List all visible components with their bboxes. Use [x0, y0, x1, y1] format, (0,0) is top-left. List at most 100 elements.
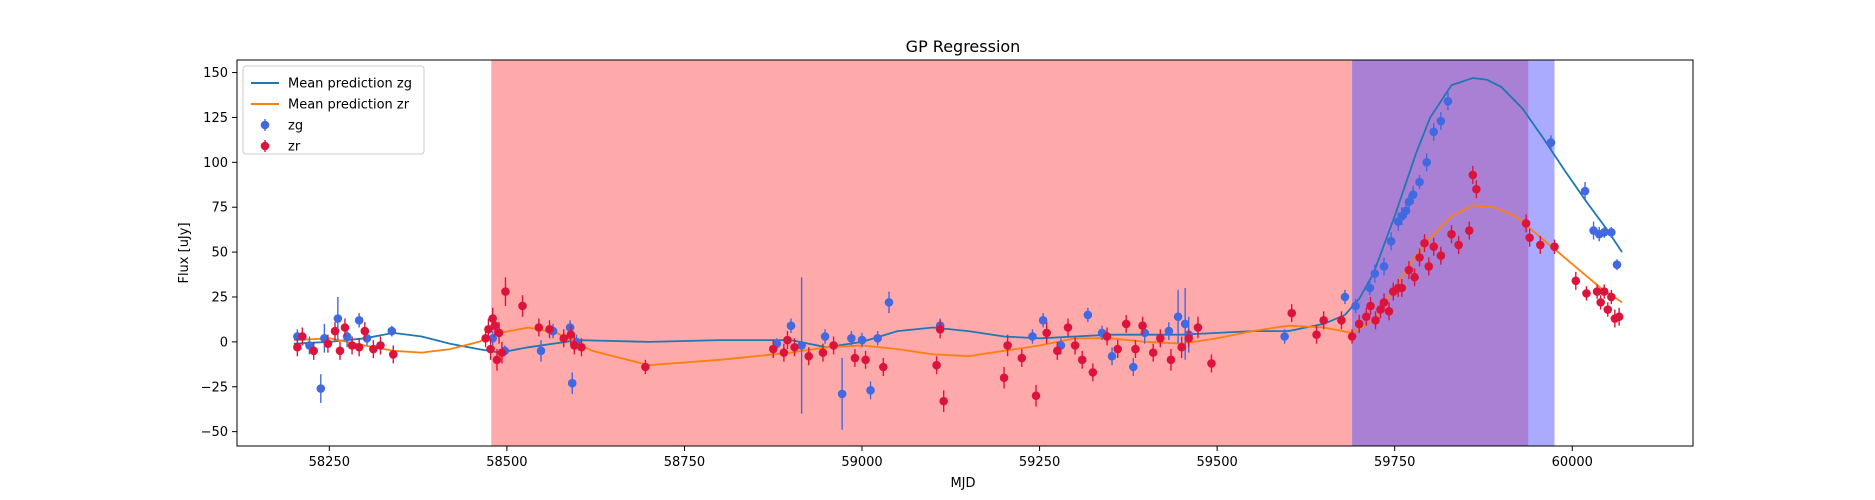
plot-area: [293, 60, 1624, 446]
point-zr-48: [1053, 346, 1062, 356]
point-zg-18: [797, 341, 806, 350]
point-zg-13: [565, 323, 575, 332]
point-zg-51: [1415, 177, 1424, 187]
legend-box: [242, 65, 425, 155]
point-zr-92: [1521, 219, 1531, 228]
point-zr-60: [1166, 355, 1176, 365]
point-zr-49: [1063, 323, 1073, 332]
point-zr-58: [1148, 348, 1158, 357]
point-zg-57: [1580, 186, 1590, 196]
point-zr-38: [861, 355, 870, 365]
x-tick-label-1: 58500: [486, 455, 527, 470]
point-zr-52: [1088, 368, 1098, 377]
point-zg-11: [536, 346, 546, 356]
point-zr-88: [1454, 240, 1463, 250]
point-zr-51: [1077, 355, 1087, 365]
y-tick-label-3: 25: [211, 290, 228, 305]
point-zr-7: [347, 341, 357, 350]
point-zr-19: [494, 328, 504, 338]
point-zr-61: [1177, 342, 1186, 352]
point-zr-8: [354, 342, 364, 352]
point-zg-61: [1607, 228, 1616, 237]
point-zg-2: [316, 384, 326, 393]
point-zr-57: [1138, 321, 1147, 331]
legend-label-3: zr: [288, 140, 301, 155]
point-zg-45: [1386, 237, 1396, 246]
point-zr-93: [1525, 233, 1534, 243]
point-zr-23: [534, 323, 544, 332]
point-zg-40: [1340, 292, 1350, 302]
point-zr-39: [879, 362, 888, 372]
point-zg-30: [1083, 310, 1093, 320]
point-zr-90: [1468, 170, 1478, 180]
point-zr-42: [939, 396, 948, 406]
y-tick-label-4: 50: [211, 246, 228, 261]
point-zr-86: [1436, 251, 1446, 260]
point-zr-65: [1287, 308, 1297, 318]
point-zr-72: [1366, 301, 1375, 311]
point-zg-44: [1379, 262, 1389, 271]
point-zr-98: [1592, 287, 1602, 296]
point-zr-62: [1184, 333, 1194, 343]
point-zr-37: [850, 353, 860, 363]
point-zg-37: [1180, 319, 1190, 329]
point-zr-2: [309, 346, 319, 356]
point-zg-24: [873, 333, 882, 343]
x-tick-label-6: 59750: [1374, 455, 1415, 470]
point-zr-44: [1003, 341, 1012, 350]
point-zg-4: [333, 314, 343, 323]
point-zr-101: [1603, 305, 1613, 314]
point-zg-41: [1351, 301, 1360, 311]
shaded-region-blue-2: [1352, 60, 1555, 446]
point-zr-26: [566, 330, 576, 339]
y-tick-label-2: 0: [220, 335, 228, 350]
point-zr-3: [323, 339, 333, 348]
point-zg-36: [1173, 312, 1183, 322]
point-zr-87: [1447, 229, 1456, 239]
point-zr-67: [1319, 316, 1328, 325]
point-zg-8: [387, 326, 397, 336]
point-zg-28: [1038, 316, 1048, 325]
point-zr-104: [1614, 312, 1624, 322]
point-zr-73: [1371, 316, 1380, 325]
point-zr-25: [559, 333, 569, 343]
point-zr-99: [1596, 298, 1605, 307]
point-zr-59: [1156, 333, 1165, 343]
point-zr-35: [818, 348, 828, 357]
point-zr-64: [1207, 359, 1216, 368]
point-zr-81: [1410, 272, 1419, 282]
point-zr-95: [1550, 242, 1559, 252]
point-zr-80: [1404, 265, 1414, 275]
axes-frame: [236, 59, 1694, 447]
point-zg-62: [1612, 260, 1622, 269]
point-zr-91: [1472, 184, 1481, 194]
point-zr-63: [1193, 323, 1203, 332]
point-zg-50: [1408, 190, 1418, 199]
point-zg-21: [847, 333, 856, 343]
y-tick-label-7: 125: [203, 111, 228, 126]
point-zr-6: [340, 323, 350, 332]
y-tick-label-1: −25: [201, 380, 228, 395]
point-zr-50: [1070, 341, 1080, 350]
point-zr-75: [1379, 298, 1389, 307]
point-zr-76: [1384, 307, 1394, 316]
point-zr-94: [1535, 240, 1545, 250]
point-zr-33: [790, 342, 799, 352]
point-zr-45: [1017, 353, 1027, 363]
point-zr-21: [501, 287, 510, 296]
point-zr-28: [577, 342, 586, 352]
point-zg-54: [1436, 116, 1446, 126]
y-tick-label-6: 100: [203, 156, 228, 171]
point-zr-31: [779, 348, 789, 357]
point-zr-12: [388, 350, 398, 359]
point-zr-0: [293, 342, 302, 352]
point-zg-20: [837, 389, 847, 399]
point-zg-14: [567, 378, 577, 388]
point-zr-70: [1354, 319, 1364, 329]
point-zr-27: [570, 341, 579, 350]
point-zr-32: [783, 335, 792, 345]
point-zr-100: [1599, 287, 1609, 296]
point-zr-34: [804, 351, 814, 361]
point-zg-39: [1280, 332, 1289, 341]
